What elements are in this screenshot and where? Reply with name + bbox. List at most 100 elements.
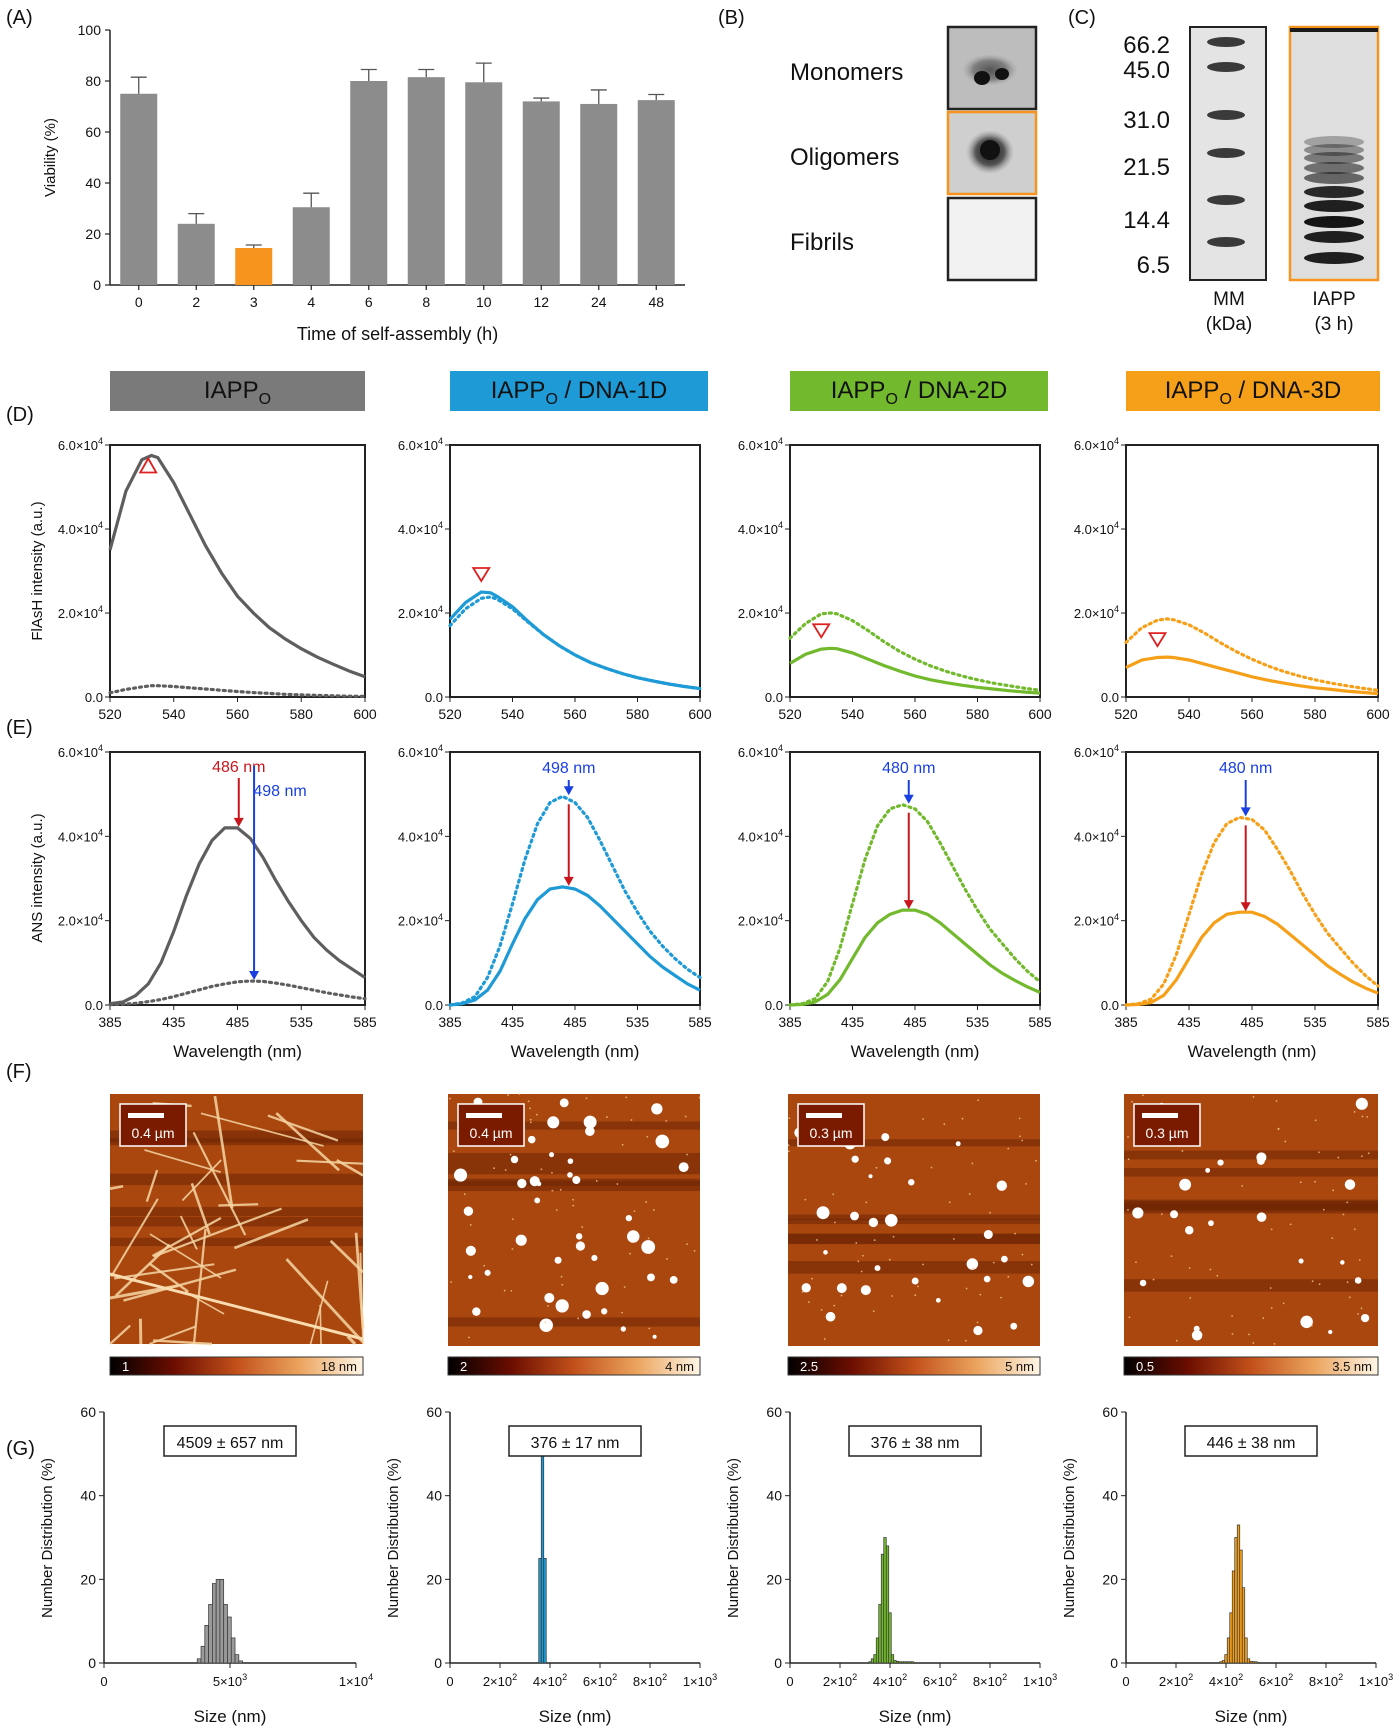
oligomer-particle <box>823 1250 828 1255</box>
x-tick-label: 0 <box>100 1674 107 1689</box>
oligomer-core <box>980 140 1000 160</box>
micrograph <box>946 196 1038 282</box>
size-box <box>848 1425 982 1457</box>
fibril <box>346 1335 357 1346</box>
oligomer-particle <box>816 1206 830 1220</box>
histogram-bar <box>905 1661 910 1664</box>
afm-scan-streak <box>448 1163 700 1175</box>
afm-speck <box>1127 1208 1129 1211</box>
y-tick-label: 40 <box>85 175 101 191</box>
condition-header <box>790 371 1048 411</box>
afm-scan-streak <box>110 1237 363 1247</box>
oligomer-particle <box>874 1265 881 1272</box>
x-tick-label: 520 <box>1114 706 1138 722</box>
x-tick-label: 6×102 <box>583 1672 617 1689</box>
condition-header-label: IAPPO / DNA-2D <box>831 377 1008 408</box>
x-tick-label: 385 <box>438 1014 462 1030</box>
y-tick-label: 40 <box>426 1488 442 1504</box>
oligomer-particle <box>678 1162 689 1173</box>
afm-speck <box>1262 1317 1265 1320</box>
panel-letter: (D) <box>6 404 34 426</box>
afm-scan-streak <box>110 1216 363 1227</box>
scale-bar-box <box>457 1103 525 1147</box>
x-axis-label: Wavelength (nm) <box>1188 1042 1317 1061</box>
oligomer-particle <box>595 1281 609 1296</box>
arrow-head <box>903 794 914 804</box>
afm-speck <box>1284 1140 1287 1143</box>
gel-well <box>1290 28 1378 32</box>
fibril <box>153 1207 282 1258</box>
x-tick-label: 580 <box>966 706 990 722</box>
afm-scan-streak <box>110 1173 363 1185</box>
oligomer-particle <box>575 1233 583 1240</box>
dotted-series-line <box>108 684 367 698</box>
x-tick-label: 585 <box>353 1014 377 1030</box>
afm-speck <box>1299 1181 1302 1184</box>
scale-bar-label: 0.4 µm <box>131 1125 174 1141</box>
afm-speck <box>560 1275 563 1278</box>
oligomer-particle <box>1185 1226 1194 1235</box>
afm-image: 0.4 µm <box>109 1094 365 1346</box>
x-tick-label: 6×102 <box>923 1672 957 1689</box>
afm-speck <box>1360 1155 1363 1158</box>
mm-band <box>1207 110 1245 120</box>
afm-speck <box>832 1193 835 1196</box>
afm-speck <box>808 1301 810 1304</box>
y-tick-label: 6.0×104 <box>398 743 443 760</box>
y-tick-label: 0.0 <box>765 690 783 705</box>
oligomer-particle <box>1298 1258 1304 1264</box>
afm-speck <box>1030 1263 1033 1266</box>
plot-frame <box>789 751 1041 1006</box>
afm-speck <box>1131 1100 1133 1103</box>
afm-speck <box>1310 1324 1313 1327</box>
oligomer-particle <box>527 1135 536 1144</box>
afm-speck <box>1361 1115 1364 1118</box>
oligomer-particle <box>996 1180 1008 1191</box>
peak-triangle-marker <box>138 456 158 474</box>
y-tick-label: 4.0×104 <box>398 827 443 844</box>
scale-bar-box <box>797 1103 865 1147</box>
afm-speck <box>572 1204 575 1207</box>
y-tick-label: 20 <box>85 226 101 242</box>
afm-speck <box>948 1201 951 1204</box>
x-tick-label: 485 <box>1240 1014 1264 1030</box>
solid-series-line <box>108 453 366 679</box>
histogram-bar <box>538 1558 542 1664</box>
peak-triangle-marker <box>471 567 491 583</box>
oligomer-particle <box>1170 1210 1179 1219</box>
afm-speck <box>922 1263 924 1266</box>
oligomer-particle <box>620 1326 626 1332</box>
fibril <box>109 1272 364 1341</box>
x-tick-label: 4×102 <box>533 1672 567 1689</box>
fibril <box>149 1233 222 1279</box>
afm-speck <box>509 1153 512 1156</box>
afm-speck <box>1346 1281 1349 1284</box>
condition-header-label: IAPPO / DNA-3D <box>1165 377 1342 408</box>
afm-speck <box>1231 1315 1233 1317</box>
solid-series-line <box>109 826 366 1006</box>
afm-speck <box>972 1267 975 1270</box>
oligomer-particle <box>1139 1279 1147 1287</box>
histogram-bar <box>1246 1658 1251 1664</box>
lane-label: (kDa) <box>1206 314 1252 335</box>
afm-speck <box>503 1289 506 1292</box>
afm-scan-streak <box>448 1317 700 1327</box>
x-tick-label: 485 <box>226 1014 250 1030</box>
y-tick-label: 60 <box>85 124 101 140</box>
afm-scan-streak <box>110 1207 363 1217</box>
afm-speck <box>1353 1228 1356 1231</box>
oligomer-particle <box>881 1133 890 1142</box>
histogram-bar <box>893 1660 897 1664</box>
oligomer-particle <box>591 1254 598 1262</box>
afm-speck <box>811 1277 813 1280</box>
oligomer-particle <box>1340 1260 1345 1265</box>
y-axis-label: Number Distribution (%) <box>385 1458 402 1618</box>
scale-bar <box>806 1113 842 1118</box>
x-tick-label: 6×102 <box>1259 1672 1293 1689</box>
afm-speck <box>1366 1116 1369 1118</box>
colorbar-min-label: 2 <box>460 1359 467 1374</box>
histogram-bar <box>200 1645 206 1664</box>
arrow-head <box>249 970 260 980</box>
afm-scan-streak <box>1124 1150 1378 1160</box>
